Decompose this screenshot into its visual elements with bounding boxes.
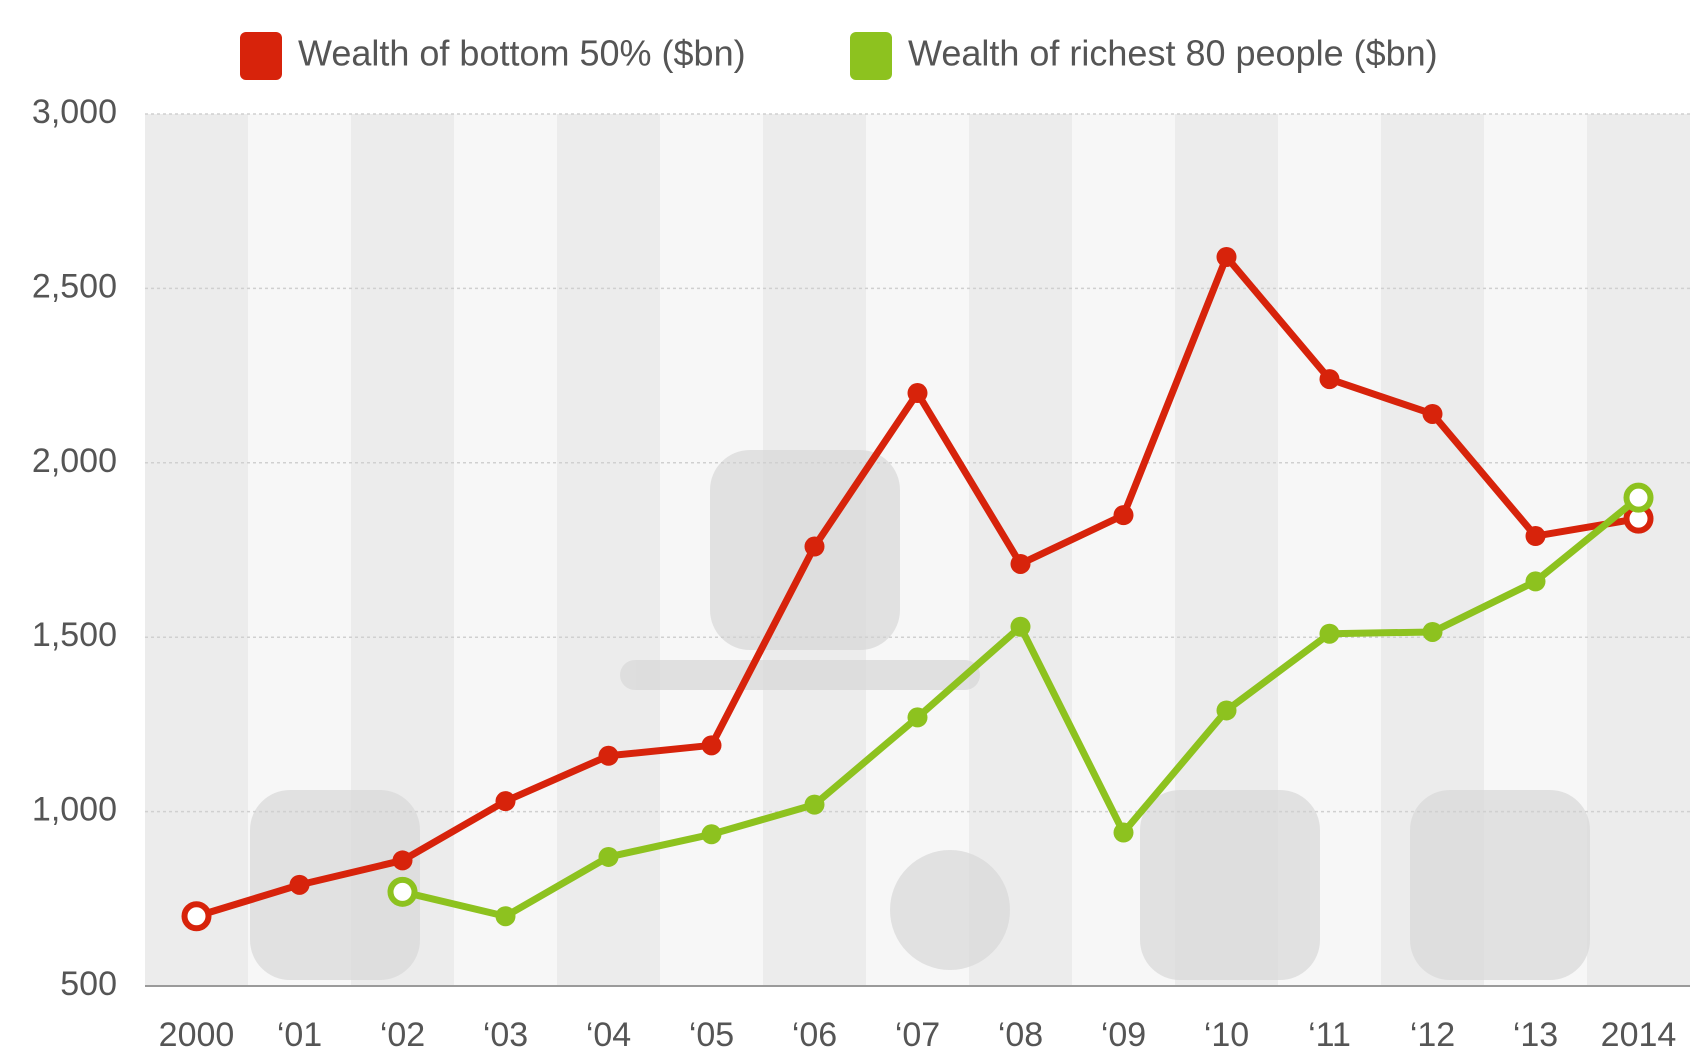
stripe: [145, 114, 248, 986]
legend-label: Wealth of richest 80 people ($bn): [908, 33, 1438, 74]
x-tick-label: 2014: [1601, 1016, 1677, 1054]
money-bag: [250, 790, 420, 980]
x-tick-label: ‘03: [483, 1016, 528, 1054]
data-point: [804, 536, 825, 557]
data-point: [907, 383, 928, 404]
x-tick-label: ‘08: [998, 1016, 1043, 1054]
x-tick-label: ‘06: [792, 1016, 837, 1054]
data-point: [701, 824, 722, 845]
stripe: [454, 114, 557, 986]
legend-label: Wealth of bottom 50% ($bn): [298, 33, 746, 74]
x-tick-label: 2000: [159, 1016, 235, 1054]
data-point: [1319, 623, 1340, 644]
data-point: [804, 794, 825, 815]
data-point: [1525, 526, 1546, 547]
y-tick-label: 2,000: [32, 442, 117, 480]
y-tick-label: 500: [60, 965, 117, 1003]
y-tick-label: 1,500: [32, 616, 117, 654]
x-tick-label: ‘11: [1308, 1016, 1351, 1054]
data-point: [1113, 822, 1134, 843]
x-tick-label: ‘10: [1204, 1016, 1249, 1054]
data-point: [495, 791, 516, 812]
x-tick-label: ‘04: [586, 1016, 631, 1054]
money-bag: [1410, 790, 1590, 980]
data-point: [1010, 553, 1031, 574]
data-point: [1422, 403, 1443, 424]
y-tick-label: 3,000: [32, 93, 117, 131]
data-point: [495, 906, 516, 927]
data-point: [1216, 700, 1237, 721]
data-point: [1623, 482, 1654, 513]
plot: [181, 247, 1654, 932]
data-point: [392, 850, 413, 871]
data-point: [289, 874, 310, 895]
data-point: [387, 876, 418, 907]
x-tick-label: ‘12: [1410, 1016, 1455, 1054]
x-tick-label: ‘13: [1513, 1016, 1558, 1054]
x-tick-label: ‘09: [1101, 1016, 1146, 1054]
data-point: [598, 846, 619, 867]
y-tick-label: 2,500: [32, 267, 117, 305]
wheel: [890, 850, 1010, 970]
money-bag: [710, 450, 900, 650]
data-point: [907, 707, 928, 728]
data-point: [1010, 616, 1031, 637]
data-point: [1525, 571, 1546, 592]
data-point: [1113, 505, 1134, 526]
x-tick-label: ‘05: [689, 1016, 734, 1054]
legend-swatch: [850, 32, 892, 80]
axis-labels: 500 1,000 1,500 2,000 2,500 3,000 2000 ‘01 ‘02 ‘0…: [32, 93, 1676, 1054]
legend: Wealth of bottom 50% ($bn) Wealth of rich…: [240, 32, 1438, 80]
grid: [145, 113, 1690, 987]
data-point: [1319, 369, 1340, 390]
stripe: [1587, 114, 1690, 986]
background-illustration: [250, 450, 1590, 980]
x-tick-label: ‘07: [895, 1016, 940, 1054]
money-bag: [1140, 790, 1320, 980]
stripe: [557, 114, 660, 986]
data-point: [181, 901, 212, 932]
x-tick-label: ‘01: [277, 1016, 322, 1054]
data-point: [701, 735, 722, 756]
y-tick-label: 1,000: [32, 791, 117, 829]
data-point: [1216, 247, 1237, 268]
data-point: [598, 745, 619, 766]
data-point: [1422, 621, 1443, 642]
x-tick-label: ‘02: [380, 1016, 425, 1054]
legend-swatch: [240, 32, 282, 80]
wheelbarrow: [620, 660, 980, 690]
